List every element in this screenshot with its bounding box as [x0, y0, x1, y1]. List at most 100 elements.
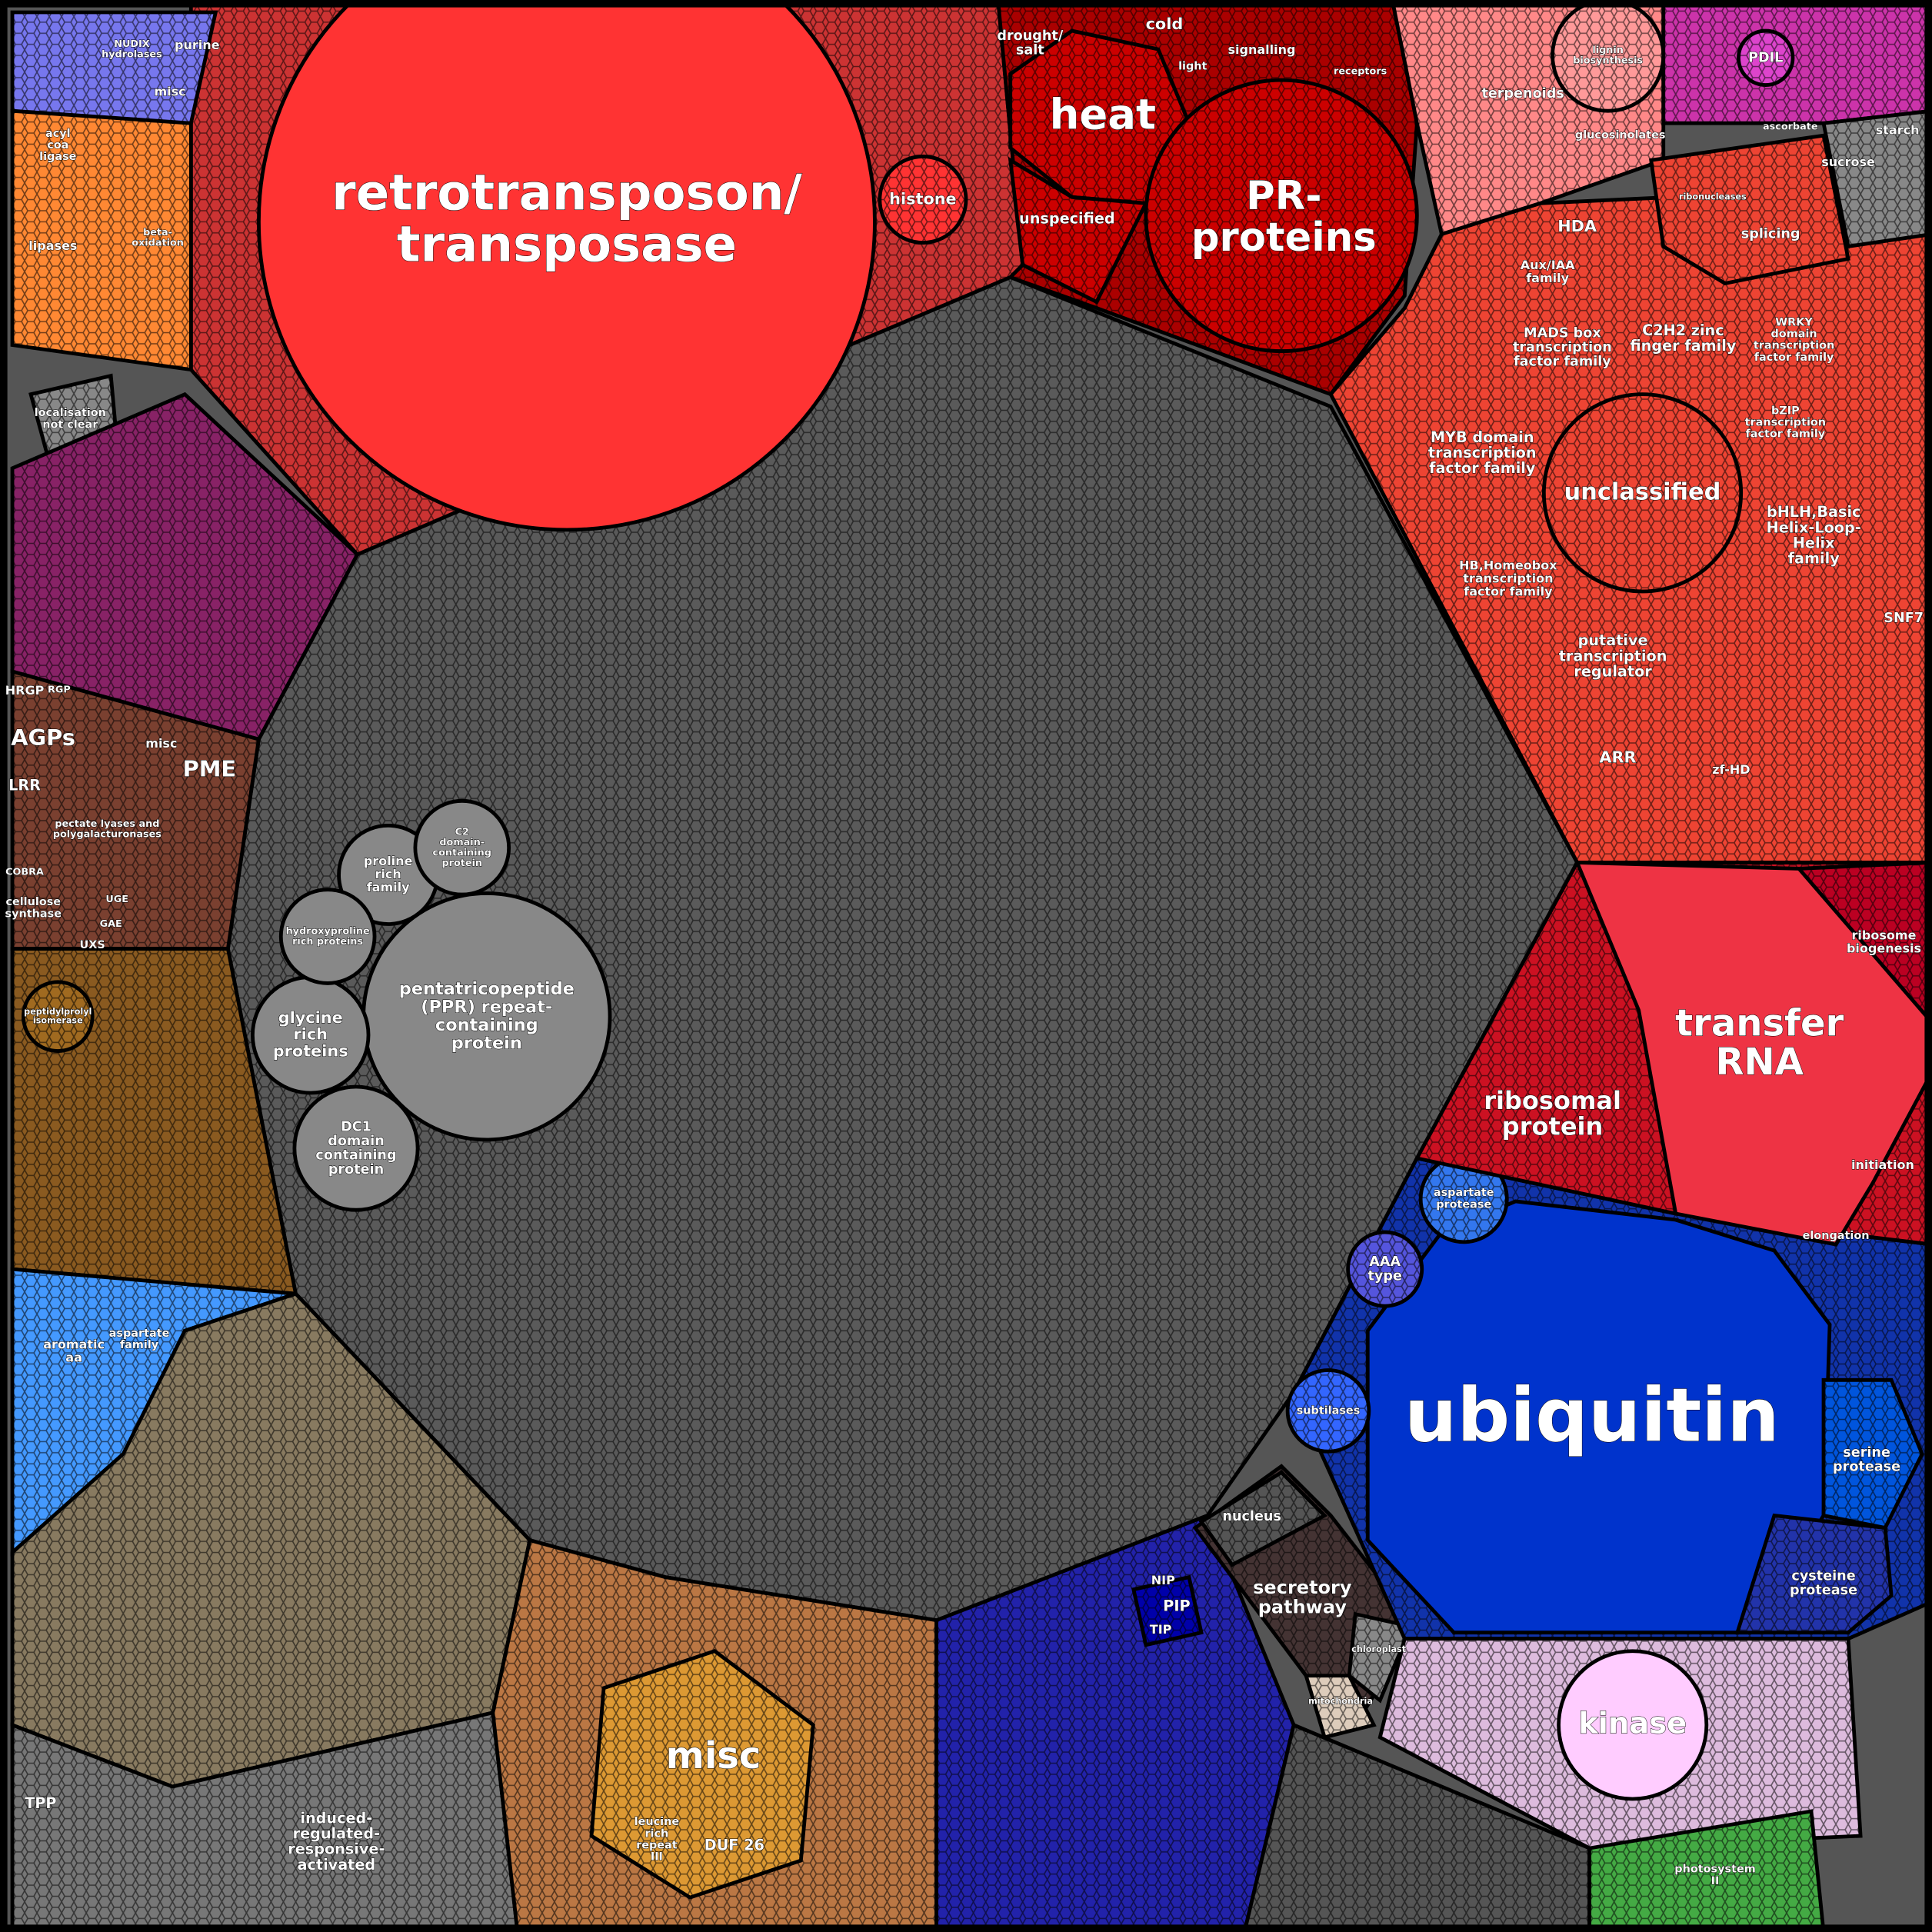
region-label: domain [328, 1134, 385, 1149]
region-texture [12, 12, 216, 124]
region-label: bHLH,Basic [1767, 503, 1861, 521]
region-label: HB,Homeobox [1459, 558, 1557, 573]
region-label: ligase [39, 151, 76, 163]
region-label: unclassified [1564, 478, 1721, 505]
region [257, 0, 877, 532]
region-label: ribosome [1852, 928, 1917, 943]
region-label: pentatricopeptide [399, 979, 575, 999]
region-label: finger family [1630, 337, 1736, 355]
region-label: glucosinolates [1575, 129, 1666, 142]
region-label: hydroxyproline [286, 925, 370, 937]
region-texture [1824, 111, 1932, 247]
region-label: protease [1436, 1198, 1491, 1211]
region-texture [1347, 1232, 1422, 1307]
region-label: transcription [1745, 417, 1826, 429]
region-label: protein [441, 858, 482, 869]
region-label: transcription [1463, 571, 1553, 585]
region-label: SNF7 [1884, 611, 1924, 626]
region-label: coa [47, 139, 68, 152]
region-label: biogenesis [1847, 941, 1921, 955]
region-label: lignin [1592, 45, 1624, 56]
region [292, 1084, 420, 1212]
region-label: zf-HD [1712, 762, 1750, 777]
region-label: polygalacturonases [53, 828, 162, 840]
region-label: containing [435, 1015, 538, 1035]
region-label: DC1 [341, 1119, 371, 1134]
region-texture [879, 156, 966, 243]
region [1557, 1649, 1709, 1801]
region-label: rich [645, 1827, 668, 1840]
region-label: family [367, 880, 410, 894]
region-label: AAA [1369, 1254, 1401, 1270]
region-label: factor family [1514, 354, 1611, 369]
region-label: aromatic [43, 1337, 105, 1352]
region-label: C2 [455, 827, 469, 838]
region-label: protein [451, 1034, 522, 1054]
region-texture [12, 1294, 530, 1787]
region-label: TPP [25, 1794, 56, 1812]
region-label: TIP [1150, 1622, 1172, 1637]
region-label: mitochondria [1308, 1696, 1373, 1706]
region-texture [228, 277, 1577, 1621]
region-label: RNA [1716, 1041, 1804, 1084]
region-label: serine [1843, 1445, 1890, 1461]
region-label: splicing [1741, 226, 1800, 242]
region-label: PME [183, 755, 237, 781]
region-label: family [1526, 271, 1569, 285]
region-label: LRR [8, 777, 41, 794]
region [278, 888, 377, 985]
region-label: localisation [35, 407, 106, 419]
region-label: factor family [1464, 584, 1553, 598]
region-label: family [1788, 550, 1840, 568]
region-texture [1663, 0, 1932, 124]
region-texture [1306, 1675, 1374, 1737]
region-texture [1287, 1370, 1369, 1452]
region-label: HDA [1557, 217, 1597, 235]
region-label: drought/ [997, 28, 1063, 44]
region-label: activated [298, 1856, 376, 1874]
region-label: salt [1016, 42, 1044, 58]
region-label: unspecified [1019, 210, 1115, 228]
region-label: aa [65, 1350, 82, 1364]
region-label: NUDIX [114, 38, 149, 50]
region-label: transfer [1675, 1001, 1844, 1044]
region-label: NIP [1151, 1573, 1175, 1587]
region-texture [1544, 394, 1741, 591]
region-label: ARR [1599, 748, 1636, 766]
region-label: responsive- [288, 1840, 385, 1858]
region-label: signalling [1227, 42, 1295, 57]
region-label: induced- [300, 1809, 372, 1827]
region-label: nucleus [1222, 1509, 1281, 1524]
region-label: peptidylprolyl [24, 1007, 92, 1017]
region-label: domain- [439, 837, 485, 848]
region-label: Aux/IAA [1521, 258, 1575, 272]
region-label: receptors [1334, 65, 1387, 77]
region-label: HRGP [5, 683, 45, 698]
region-label: not clear [42, 418, 98, 431]
region-texture [936, 1515, 1294, 1932]
region-texture [12, 111, 192, 370]
region-label: light [1178, 61, 1207, 73]
region-texture [1145, 80, 1417, 351]
region-label: cellulose [5, 896, 61, 908]
region-label: purine [175, 38, 220, 52]
region-texture [1824, 1380, 1923, 1528]
region-label: biosynthesis [1573, 55, 1643, 66]
region-label: domain [1771, 328, 1817, 341]
region-texture [12, 671, 259, 949]
region-texture [1589, 1811, 1824, 1932]
region-label: leucine [635, 1816, 680, 1828]
region-label: regulator [1574, 663, 1652, 681]
region-label: putative [1578, 631, 1648, 649]
region-label: protein [328, 1162, 384, 1178]
region-label: UXS [80, 939, 105, 951]
region-label: proteins [1191, 215, 1377, 261]
region-label: glycine [278, 1008, 343, 1027]
region-label: synthase [5, 908, 62, 920]
region-label: type [1367, 1268, 1402, 1284]
region-label: terpenoids [1481, 86, 1564, 102]
region-label: UGE [105, 894, 128, 905]
region-label: protease [1790, 1583, 1857, 1598]
